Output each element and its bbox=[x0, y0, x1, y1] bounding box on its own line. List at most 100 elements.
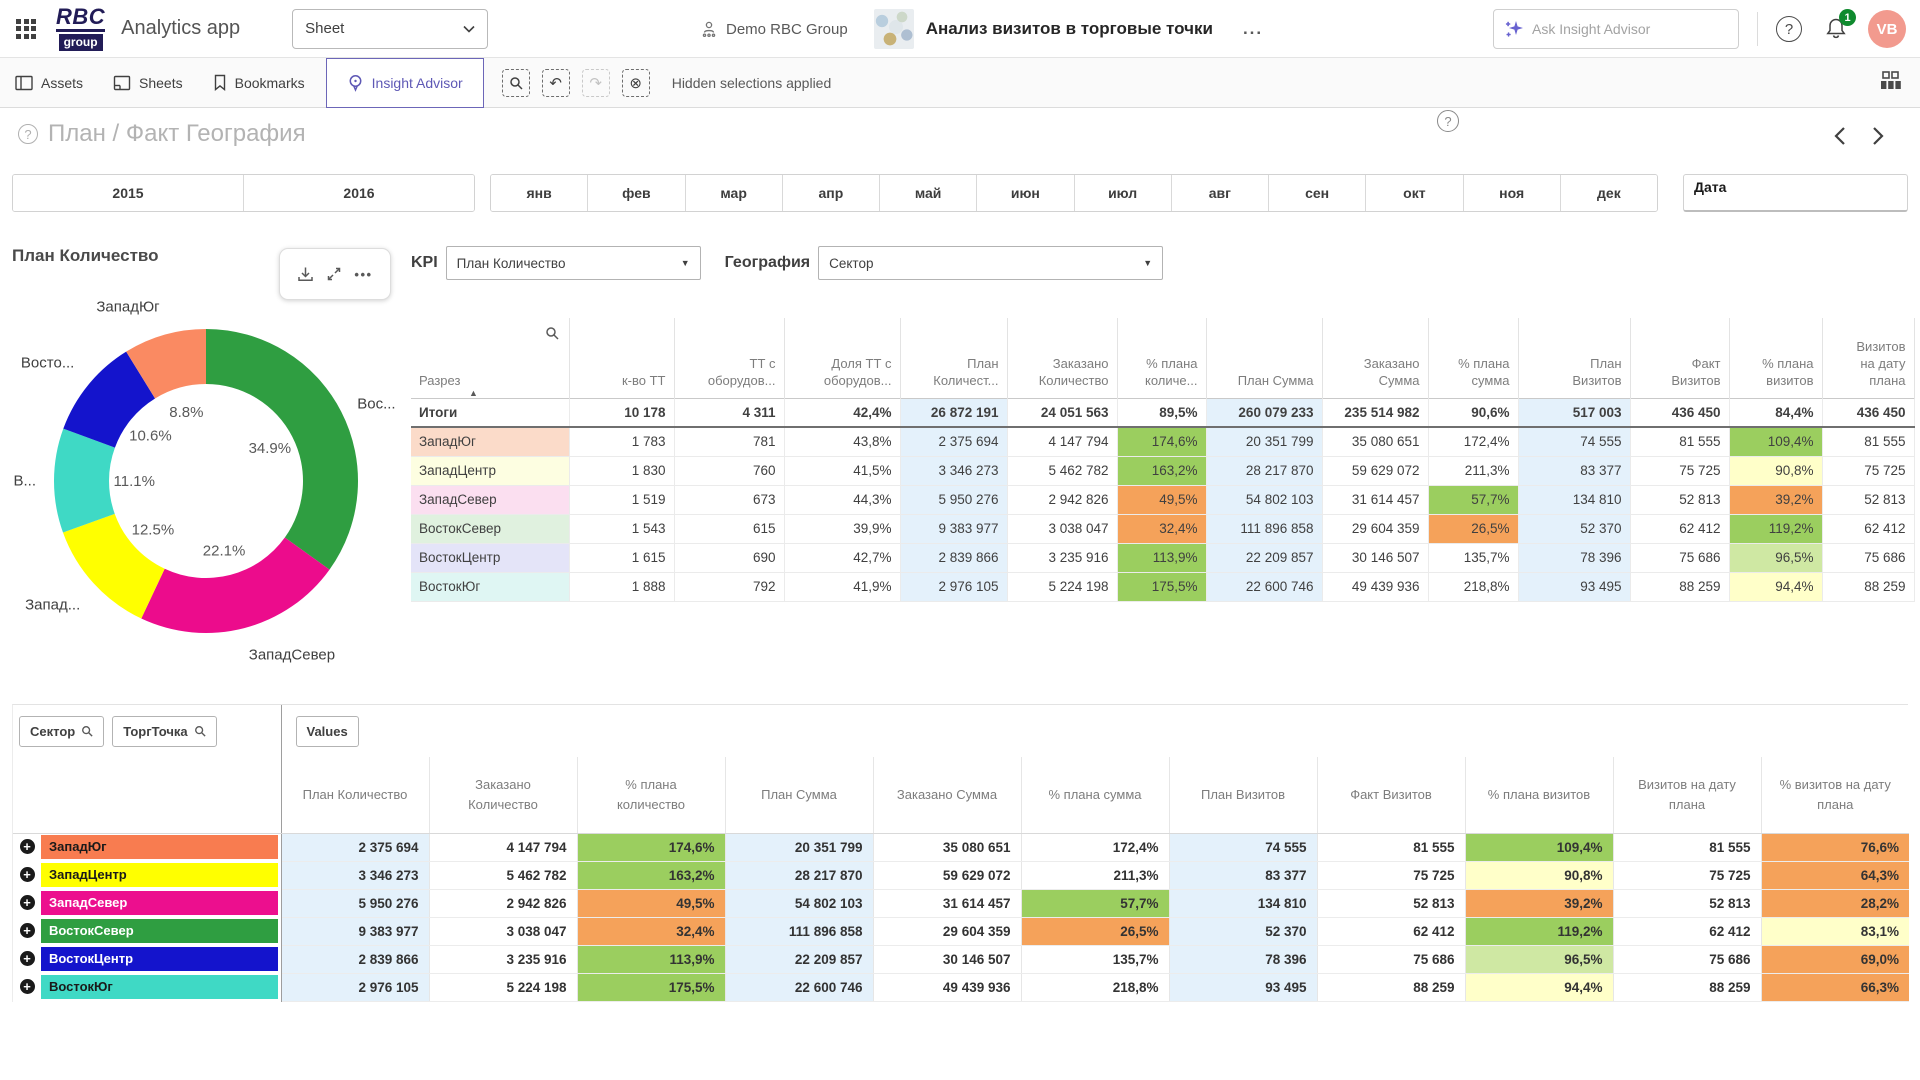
table-cell[interactable]: 54 802 103 bbox=[1206, 485, 1323, 515]
column-header[interactable]: ТТ с оборудов... bbox=[674, 318, 785, 398]
table-cell[interactable]: 1 519 bbox=[569, 485, 675, 515]
table-cell[interactable]: 39,9% bbox=[784, 514, 901, 544]
pivot-cell[interactable]: 32,4% bbox=[576, 917, 725, 946]
pivot-row-label[interactable]: ЗападСевер bbox=[41, 890, 278, 915]
pivot-cell[interactable]: 5 224 198 bbox=[428, 973, 577, 1002]
help-icon[interactable]: ? bbox=[1776, 16, 1802, 42]
document-more-menu[interactable]: ... bbox=[1242, 19, 1264, 38]
table-cell[interactable]: 42,7% bbox=[784, 543, 901, 573]
step-back-button[interactable]: ↶ bbox=[541, 68, 570, 97]
pivot-cell[interactable]: 29 604 359 bbox=[872, 917, 1021, 946]
column-header[interactable]: План Визитов bbox=[1518, 318, 1631, 398]
table-cell[interactable]: 615 bbox=[674, 514, 785, 544]
table-cell[interactable]: 75 686 bbox=[1822, 543, 1915, 573]
dimension-button-ТоргТочка[interactable]: ТоргТочка bbox=[112, 715, 217, 747]
table-cell[interactable]: 211,3% bbox=[1428, 456, 1519, 486]
pivot-cell[interactable]: 88 259 bbox=[1316, 973, 1465, 1002]
table-cell[interactable]: 59 629 072 bbox=[1322, 456, 1429, 486]
pivot-cell[interactable]: 83 377 bbox=[1168, 861, 1317, 890]
table-cell[interactable]: 26,5% bbox=[1428, 514, 1519, 544]
pivot-column-header[interactable]: % плана визитов bbox=[1464, 757, 1613, 834]
year-cell-2015[interactable]: 2015 bbox=[13, 175, 243, 211]
table-cell[interactable]: 49,5% bbox=[1117, 485, 1207, 515]
pivot-cell[interactable]: 109,4% bbox=[1464, 833, 1613, 862]
pivot-cell[interactable]: 5 462 782 bbox=[428, 861, 577, 890]
table-cell[interactable]: 35 080 651 bbox=[1322, 427, 1429, 457]
table-cell[interactable]: 3 038 047 bbox=[1007, 514, 1118, 544]
donut-slice[interactable] bbox=[206, 329, 358, 570]
month-cell-май[interactable]: май bbox=[879, 175, 977, 211]
pivot-column-header[interactable]: План Сумма bbox=[724, 757, 873, 834]
month-cell-окт[interactable]: окт bbox=[1365, 175, 1463, 211]
pivot-cell[interactable]: 69,0% bbox=[1760, 945, 1910, 974]
table-cell[interactable]: 75 686 bbox=[1630, 543, 1730, 573]
search-icon[interactable] bbox=[545, 326, 559, 345]
assets-button[interactable]: Assets bbox=[0, 58, 98, 108]
pivot-cell[interactable]: 39,2% bbox=[1464, 889, 1613, 918]
insight-advisor-search[interactable] bbox=[1493, 9, 1739, 49]
pivot-cell[interactable]: 88 259 bbox=[1612, 973, 1761, 1002]
table-cell[interactable]: 22 209 857 bbox=[1206, 543, 1323, 573]
table-cell[interactable]: 62 412 bbox=[1630, 514, 1730, 544]
row-label[interactable]: Итоги bbox=[411, 397, 570, 428]
pivot-cell[interactable]: 175,5% bbox=[576, 973, 725, 1002]
pivot-cell[interactable]: 135,7% bbox=[1020, 945, 1169, 974]
pivot-cell[interactable]: 111 896 858 bbox=[724, 917, 873, 946]
table-cell[interactable]: 792 bbox=[674, 572, 785, 602]
pivot-cell[interactable]: 134 810 bbox=[1168, 889, 1317, 918]
pivot-cell[interactable]: 75 725 bbox=[1316, 861, 1465, 890]
pivot-cell[interactable]: 52 813 bbox=[1612, 889, 1761, 918]
table-cell[interactable]: 5 224 198 bbox=[1007, 572, 1118, 602]
table-cell[interactable]: 93 495 bbox=[1518, 572, 1631, 602]
row-label[interactable]: ВостокСевер bbox=[411, 514, 570, 544]
pivot-column-header[interactable]: План Визитов bbox=[1168, 757, 1317, 834]
table-cell[interactable]: 172,4% bbox=[1428, 427, 1519, 457]
pivot-row-label[interactable]: ВостокСевер bbox=[41, 918, 278, 943]
donut-slice[interactable] bbox=[126, 329, 206, 399]
download-button[interactable] bbox=[297, 266, 314, 283]
pivot-cell[interactable]: 3 235 916 bbox=[428, 945, 577, 974]
pivot-cell[interactable]: 75 686 bbox=[1612, 945, 1761, 974]
table-cell[interactable]: 9 383 977 bbox=[900, 514, 1008, 544]
pivot-cell[interactable]: 52 370 bbox=[1168, 917, 1317, 946]
table-cell[interactable]: 119,2% bbox=[1729, 514, 1823, 544]
table-cell[interactable]: 49 439 936 bbox=[1322, 572, 1429, 602]
pivot-row-label[interactable]: ЗападЦентр bbox=[41, 862, 278, 887]
table-cell[interactable]: 75 725 bbox=[1822, 456, 1915, 486]
row-label[interactable]: ЗападЮг bbox=[411, 427, 570, 457]
pivot-cell[interactable]: 174,6% bbox=[576, 833, 725, 862]
table-cell[interactable]: 134 810 bbox=[1518, 485, 1631, 515]
table-cell[interactable]: 3 235 916 bbox=[1007, 543, 1118, 573]
table-cell[interactable]: 673 bbox=[674, 485, 785, 515]
table-cell[interactable]: 84,4% bbox=[1729, 397, 1823, 428]
pivot-cell[interactable]: 35 080 651 bbox=[872, 833, 1021, 862]
pivot-cell[interactable]: 64,3% bbox=[1760, 861, 1910, 890]
column-header[interactable]: Факт Визитов bbox=[1630, 318, 1730, 398]
table-cell[interactable]: 111 896 858 bbox=[1206, 514, 1323, 544]
month-cell-янв[interactable]: янв bbox=[491, 175, 588, 211]
table-cell[interactable]: 2 976 105 bbox=[900, 572, 1008, 602]
next-sheet-icon[interactable] bbox=[1872, 126, 1884, 146]
donut-slice[interactable] bbox=[141, 537, 330, 633]
table-cell[interactable]: 781 bbox=[674, 427, 785, 457]
table-cell[interactable]: 218,8% bbox=[1428, 572, 1519, 602]
sheet-selector-dropdown[interactable]: Sheet bbox=[292, 8, 489, 49]
pivot-cell[interactable]: 2 839 866 bbox=[280, 945, 429, 974]
table-cell[interactable]: 109,4% bbox=[1729, 427, 1823, 457]
table-cell[interactable]: 1 543 bbox=[569, 514, 675, 544]
expand-button[interactable] bbox=[326, 266, 342, 282]
pivot-cell[interactable]: 5 950 276 bbox=[280, 889, 429, 918]
table-cell[interactable]: 22 600 746 bbox=[1206, 572, 1323, 602]
pivot-cell[interactable]: 66,3% bbox=[1760, 973, 1910, 1002]
insight-advisor-button[interactable]: Insight Advisor bbox=[325, 57, 484, 108]
table-cell[interactable]: 44,3% bbox=[784, 485, 901, 515]
sheet-layout-button[interactable] bbox=[1880, 71, 1902, 91]
chart-more-button[interactable]: ••• bbox=[354, 266, 373, 282]
pivot-column-header[interactable]: План Количество bbox=[281, 757, 429, 834]
table-cell[interactable]: 174,6% bbox=[1117, 427, 1207, 457]
dimension-button-Сектор[interactable]: Сектор bbox=[19, 715, 105, 747]
pivot-cell[interactable]: 26,5% bbox=[1020, 917, 1169, 946]
month-cell-июл[interactable]: июл bbox=[1073, 175, 1171, 211]
month-cell-мар[interactable]: мар bbox=[684, 175, 782, 211]
column-header[interactable]: Заказано Сумма bbox=[1322, 318, 1429, 398]
